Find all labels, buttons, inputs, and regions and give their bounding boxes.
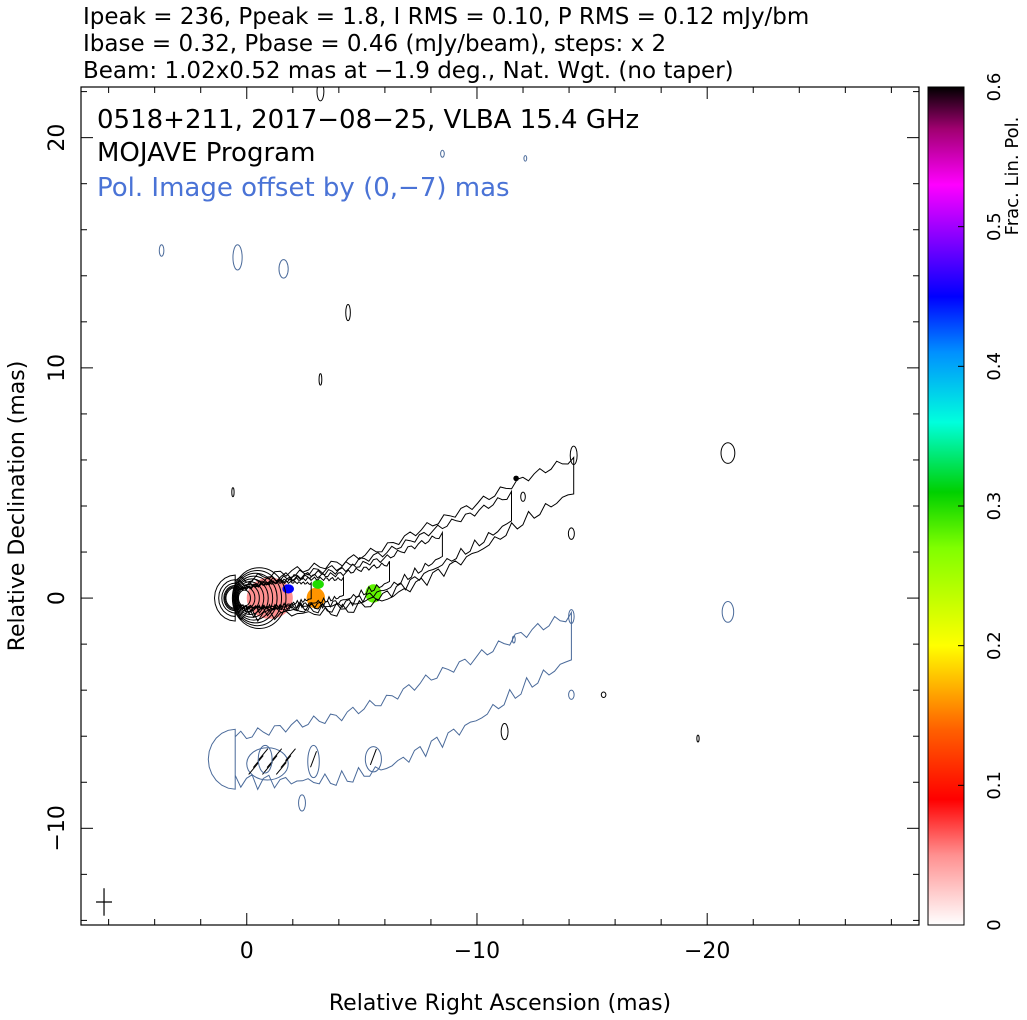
polarization-contours (207, 610, 572, 812)
noise-contours (158, 87, 736, 774)
evpa-vector (310, 751, 317, 768)
noise-contour (500, 723, 509, 741)
pol-contour (207, 610, 572, 791)
hot-pixel (514, 476, 519, 481)
noise-contour (511, 635, 516, 644)
y-tick-label: 20 (45, 124, 70, 152)
colorbar-tick-label: 0 (984, 919, 1005, 930)
evpa-vector (275, 762, 287, 775)
noise-contour (440, 149, 445, 158)
colorbar-tick-label: 0.3 (984, 492, 1005, 521)
core-contour (232, 569, 283, 627)
colorbar-tick-label: 0.4 (984, 352, 1005, 381)
evpa-vectors (248, 748, 377, 775)
noise-contour (257, 744, 273, 774)
colorbar-tick-label: 0.1 (984, 771, 1005, 800)
y-tick-label: 10 (45, 354, 70, 382)
colorbar-title: Frac. Lin. Pol. (1002, 117, 1023, 236)
evpa-vector (285, 748, 296, 761)
map-panel (158, 87, 736, 812)
jet-contour (223, 560, 390, 613)
noise-contour (600, 691, 607, 699)
noise-contour (567, 527, 575, 540)
noise-contour (158, 244, 165, 257)
noise-contour (720, 442, 736, 464)
evpa-vector (257, 748, 269, 761)
colorbar-tick-label: 0.5 (984, 212, 1005, 241)
pol-offset-annotation: Pol. Image offset by (0,−7) mas (97, 173, 510, 203)
axis-ticks (81, 87, 919, 925)
noise-contour (568, 689, 575, 700)
stokes-i-contours (213, 456, 575, 629)
noise-contour (231, 487, 235, 498)
noise-contour (278, 259, 289, 279)
noise-contour (696, 734, 700, 743)
pol-component-contour (246, 747, 289, 781)
colorbar-tick-label: 0.6 (984, 73, 1005, 102)
axis-tick-labels: 0 −10 −20 −10 0 10 20 (45, 124, 730, 964)
y-tick-label: −10 (45, 805, 70, 851)
beam-marker (96, 888, 113, 916)
program-annotation: MOJAVE Program (97, 138, 315, 168)
source-annotation: 0518+211, 2017−08−25, VLBA 15.4 GHz (97, 105, 639, 135)
evpa-vector (271, 748, 283, 761)
x-tick-label: −10 (454, 939, 500, 964)
colorbar-ticks: 0 0.1 0.2 0.3 0.4 0.5 0.6 (958, 73, 1005, 931)
jet-contour (225, 580, 312, 610)
core-contour (234, 575, 274, 621)
x-tick-label: −20 (684, 939, 730, 964)
fractional-polarization-map (246, 475, 519, 619)
noise-contour (569, 445, 578, 466)
core-contour (233, 572, 278, 624)
evpa-vector (369, 748, 377, 766)
y-axis-title: Relative Declination (mas) (5, 361, 30, 652)
jet-contour (218, 489, 512, 619)
noise-contour (232, 244, 243, 271)
pol-component-contour (298, 794, 306, 812)
noise-contour (721, 601, 735, 623)
x-tick-label: 0 (240, 939, 254, 964)
noise-contour (520, 491, 526, 502)
noise-contour (345, 304, 351, 322)
pol-component-contour (364, 746, 382, 773)
header-line-3: Beam: 1.02x0.52 mas at −1.9 deg., Nat. W… (83, 58, 734, 84)
header-line-2: Ibase = 0.32, Pbase = 0.46 (mJy/beam), s… (83, 31, 666, 57)
noise-contour (523, 155, 528, 162)
noise-contour (318, 373, 323, 386)
y-tick-label: 0 (45, 591, 70, 605)
noise-contour (316, 87, 325, 102)
header-line-1: Ipeak = 236, Ppeak = 1.8, I RMS = 0.10, … (83, 4, 809, 30)
pol-component-contour (307, 744, 320, 779)
x-axis-title: Relative Right Ascension (mas) (329, 991, 671, 1016)
evpa-vector (248, 762, 260, 775)
frac-pol-blob (312, 579, 324, 589)
noise-contour (568, 609, 575, 624)
core-contour (231, 567, 287, 629)
plot-frame (80, 86, 920, 926)
colorbar-tick-label: 0.2 (984, 631, 1005, 660)
evpa-vector (280, 755, 292, 768)
